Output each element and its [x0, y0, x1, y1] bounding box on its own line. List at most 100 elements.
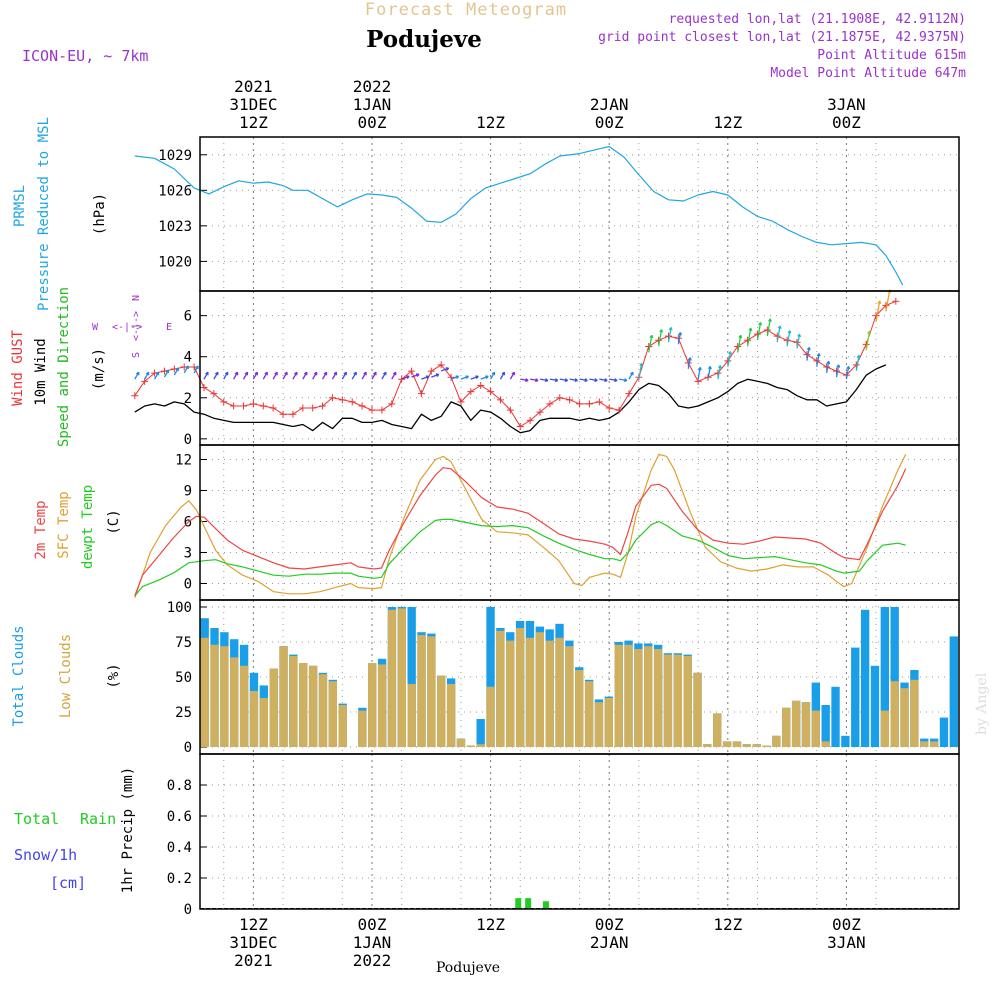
wind-arrow [569, 378, 578, 382]
low-cloud-bar [713, 713, 722, 747]
low-cloud-bar [269, 668, 278, 747]
point-altitude: Point Altitude 615m [817, 48, 966, 63]
compass-n: N [131, 295, 142, 301]
wind-arrow-head [525, 378, 529, 383]
total-cloud-bar [407, 607, 416, 747]
model-altitude: Model Point Altitude 647m [770, 66, 966, 81]
low-cloud-bar [318, 674, 328, 747]
pressure-unit: (hPa) [92, 193, 108, 235]
wind-unit: (m/s) [91, 348, 107, 390]
gust-marker [487, 388, 495, 396]
total-cloud-bar [949, 636, 958, 747]
gust-marker [576, 400, 584, 408]
low-clouds-label: Low Clouds [58, 634, 74, 718]
wind-arrow [203, 371, 209, 380]
wind-arrow [855, 355, 860, 372]
wind-arrow [875, 300, 881, 322]
wind-arrow-head [836, 364, 841, 368]
wind-arrow-head [728, 351, 733, 355]
wind-arrow-head [544, 378, 549, 383]
low-cloud-bar [407, 684, 416, 747]
y-tick-label: 0 [184, 432, 192, 448]
low-cloud-bar [299, 663, 308, 747]
requested-coords: requested lon,lat (21.1908E, 42.9112N) [669, 12, 966, 27]
wind-arrow-head [491, 371, 496, 376]
low-cloud-bar [683, 656, 692, 747]
low-cloud-bar [703, 744, 712, 747]
wind-arrow-head [697, 366, 702, 371]
wind-arrow [173, 367, 179, 376]
y-tick-label: 75 [175, 635, 192, 651]
wind-arrow [183, 365, 189, 374]
wind-arrow [717, 365, 721, 380]
low-cloud-bar [663, 654, 673, 747]
wind-arrow [272, 371, 278, 380]
gust-marker [526, 416, 534, 424]
wind-arrow [223, 371, 229, 380]
wind-arrow-head [738, 334, 743, 339]
pressure-line [134, 145, 904, 286]
y-tick-label: 100 [167, 600, 192, 616]
pressure-panel: 1020 1023 1026 1029 [134, 137, 959, 291]
wind-arrow [154, 371, 160, 380]
low-cloud-bar [239, 665, 249, 747]
low-cloud-bar [614, 644, 623, 747]
time-label-bottom: 12Z [239, 915, 268, 934]
y-tick-label: 1023 [158, 219, 192, 235]
wind-arrow [687, 357, 691, 369]
wind-arrow-head [303, 371, 308, 376]
gust-marker [348, 398, 356, 406]
low-cloud-bar [565, 646, 574, 747]
gust-marker [279, 410, 287, 418]
wind-arrow [589, 378, 598, 382]
wind-arrow [737, 335, 742, 353]
compass-s: S [131, 352, 142, 358]
total-cloud-bar [486, 607, 495, 747]
gust-marker [615, 406, 623, 414]
wind-arrow-head [274, 371, 278, 376]
gust-marker [467, 388, 475, 396]
low-cloud-bar [545, 640, 554, 747]
y-tick-label: 0 [184, 576, 192, 592]
wind-arrow [756, 322, 762, 341]
gust-marker [437, 361, 445, 369]
wind-arrow-head [313, 371, 318, 376]
low-cloud-bar [644, 646, 653, 747]
wind-arrow [648, 335, 653, 353]
low-cloud-bar [801, 702, 811, 747]
wind-arrow-head [639, 363, 644, 367]
wind-arrow-head [758, 322, 763, 326]
wind-arrow-head [687, 357, 692, 361]
wind-arrow-head [165, 369, 170, 374]
time-label-bottom: 12Z [476, 915, 505, 934]
gust-marker [605, 404, 613, 412]
y-tick-label: 50 [175, 670, 192, 686]
temperature-labels: 2m Temp SFC Temp dewpt Temp (C) [33, 485, 122, 569]
gust-marker [220, 398, 228, 406]
wind-arrow-head [748, 327, 753, 332]
low-cloud-bar [791, 700, 801, 747]
low-cloud-bar [338, 705, 347, 747]
wind-arrow [776, 325, 781, 343]
gust-marker [328, 394, 336, 402]
precip-unit: 1hr Precip (mm) [120, 767, 136, 893]
clouds-panel: 0 25 50 75 100 [167, 600, 959, 756]
wind-arrow [421, 375, 430, 380]
wind-arrow-head [294, 371, 298, 376]
pressure-msl-label: Pressure Reduced to MSL [36, 117, 52, 311]
time-label-bottom: 2022 [353, 951, 392, 970]
wind-speed-line [134, 364, 887, 434]
wind-arrow [371, 371, 377, 380]
wind-arrow-head [383, 371, 387, 376]
gust-marker [536, 408, 544, 416]
low-cloud-bar [210, 644, 219, 747]
total-cloud-bar [939, 717, 949, 747]
wind-arrow [509, 371, 515, 380]
time-label-bottom: 1JAN [353, 933, 392, 952]
panel-frame [199, 136, 960, 292]
time-label-top: 1JAN [353, 95, 392, 114]
gust-marker [299, 404, 307, 412]
wind-arrow [302, 371, 308, 380]
wind-arrow [845, 366, 850, 380]
